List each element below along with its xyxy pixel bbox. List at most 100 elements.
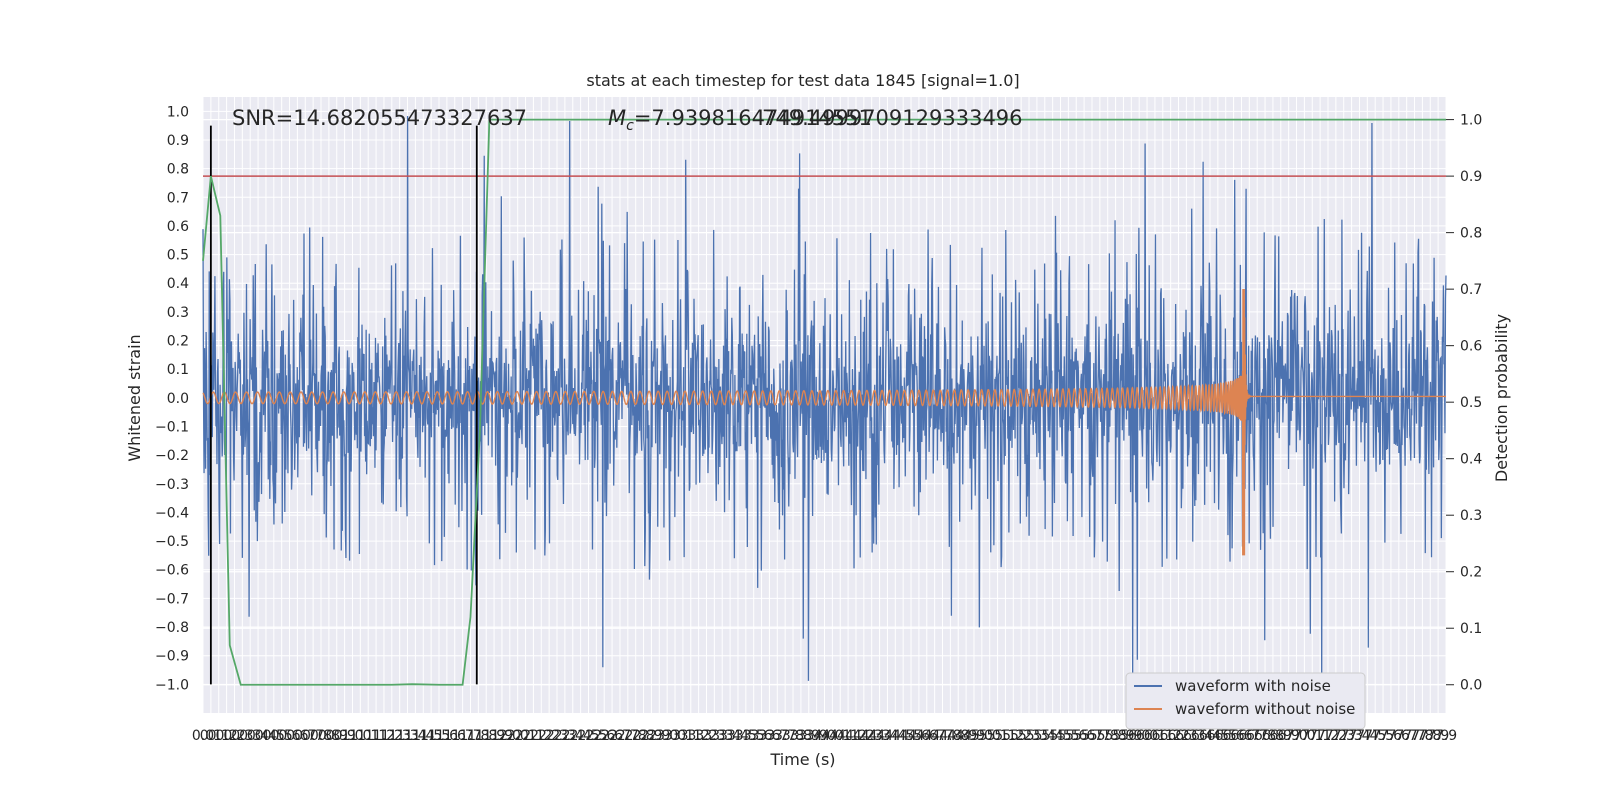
- x-tick-label: 6.2: [1167, 728, 1189, 744]
- y-tick-label: −0.1: [155, 419, 189, 435]
- x-tick-label: 2.2: [530, 728, 552, 744]
- x-tick-label: 3.7: [774, 728, 796, 744]
- x-tick-label: 2.2: [538, 728, 560, 744]
- mc-overlap-annotation: 749.4999709129333496: [762, 106, 1023, 130]
- x-tick-label: 0.7: [294, 728, 316, 744]
- x-tick-label: 6.7: [1238, 728, 1260, 744]
- x-tick-label: 5.9: [1120, 728, 1142, 744]
- x-tick-label: 0.7: [302, 728, 324, 744]
- y-tick-label: 0.3: [167, 305, 189, 321]
- x-tick-label: 5.1: [994, 728, 1016, 744]
- x-tick-label: 2.7: [617, 728, 639, 744]
- y-tick-label: −1.0: [155, 677, 189, 693]
- x-tick-label: 2.0: [499, 728, 521, 744]
- x-tick-label: 0.5: [271, 728, 293, 744]
- x-tick-label: 3.5: [743, 728, 765, 744]
- x-tick-label: 3.2: [687, 728, 709, 744]
- x-tick-label: 3.6: [758, 728, 780, 744]
- x-tick-label: 1.4: [412, 728, 434, 744]
- x-tick-label: 7.0: [1293, 728, 1315, 744]
- x-tick-label: 4.2: [845, 728, 867, 744]
- y-tick-label: −0.9: [155, 649, 189, 665]
- x-tick-label: 7.7: [1396, 728, 1418, 744]
- x-tick-label: 0.3: [231, 728, 253, 744]
- x-tick-label: 2.5: [577, 728, 599, 744]
- x-tick-label: 4.4: [884, 728, 906, 744]
- x-tick-label: 4.6: [908, 728, 930, 744]
- x-tick-label: 6.5: [1207, 728, 1229, 744]
- x-tick-label: 7.4: [1348, 728, 1370, 744]
- x-tick-label: 5.3: [1018, 728, 1040, 744]
- x-tick-label: 0.8: [310, 728, 332, 744]
- x-tick-label: 2.8: [625, 728, 647, 744]
- x-tick-label: 2.1: [522, 728, 544, 744]
- x-tick-label: 2.8: [632, 728, 654, 744]
- x-tick-label: 3.8: [782, 728, 804, 744]
- y-tick-label: −0.4: [155, 505, 189, 521]
- x-tick-label: 2.0: [507, 728, 529, 744]
- x-tick-label: 6.2: [1160, 728, 1182, 744]
- x-tick-label: 3.8: [790, 728, 812, 744]
- y-tick-label: 0.1: [167, 362, 189, 378]
- x-tick-label: 3.0: [656, 728, 678, 744]
- x-tick-label: 1.9: [491, 728, 513, 744]
- x-tick-label: 2.1: [514, 728, 536, 744]
- x-axis-label: Time (s): [769, 750, 835, 769]
- series-waveform-without-noise: [202, 288, 1446, 556]
- y-right-tick-label: 0.9: [1460, 169, 1482, 185]
- mc-annotation: Mc=7.939816474914551: [608, 106, 872, 134]
- x-tick-label: 7.9: [1427, 728, 1449, 744]
- y-tick-label: −0.5: [155, 534, 189, 550]
- x-tick-label: 4.0: [813, 728, 835, 744]
- snr-annotation: SNR=14.682055473327637: [232, 106, 527, 130]
- x-tick-label: 1.2: [373, 728, 395, 744]
- x-tick-label: 2.9: [648, 728, 670, 744]
- x-tick-label: 2.4: [569, 728, 591, 744]
- x-tick-label: 1.7: [459, 728, 481, 744]
- x-tick-label: 1.5: [428, 728, 450, 744]
- x-tick-label: 1.1: [365, 728, 387, 744]
- y-tick-label: 0.7: [167, 190, 189, 206]
- x-tick-label: 3.7: [766, 728, 788, 744]
- x-tick-label: 3.9: [798, 728, 820, 744]
- x-tick-label: 0.9: [333, 728, 355, 744]
- x-tick-label: 4.5: [900, 728, 922, 744]
- x-tick-label: 3.3: [703, 728, 725, 744]
- x-tick-label: 2.5: [585, 728, 607, 744]
- x-tick-label: 3.4: [727, 728, 749, 744]
- x-tick-label: 0.4: [247, 728, 269, 744]
- y-right-tick-label: 0.0: [1460, 678, 1482, 694]
- x-tick-label: 6.0: [1136, 728, 1158, 744]
- y-tick-label: 1.0: [167, 104, 189, 120]
- x-tick-label: 5.2: [1002, 728, 1024, 744]
- x-tick-label: 3.1: [680, 728, 702, 744]
- x-tick-label: 7.3: [1340, 728, 1362, 744]
- x-tick-label: 1.8: [467, 728, 489, 744]
- x-tick-label: 5.0: [971, 728, 993, 744]
- x-tick-label: 5.6: [1073, 728, 1095, 744]
- x-tick-label: 3.6: [750, 728, 772, 744]
- x-tick-label: 6.3: [1183, 728, 1205, 744]
- legend: waveform with noise waveform without noi…: [1125, 672, 1366, 730]
- mc-value: =7.939816474914551: [634, 106, 872, 130]
- x-tick-label: 1.1: [357, 728, 379, 744]
- y-right-tick-label: 0.2: [1460, 565, 1482, 581]
- x-tick-label: 6.0: [1128, 728, 1150, 744]
- x-tick-label: 5.3: [1026, 728, 1048, 744]
- x-tick-label: 6.7: [1246, 728, 1268, 744]
- mc-subscript: c: [626, 118, 634, 134]
- y-tick-label: 0.4: [167, 276, 189, 292]
- x-tick-label: 0.6: [286, 728, 308, 744]
- y-right-tick-label: 0.8: [1460, 226, 1482, 242]
- y-tick-label: −0.8: [155, 620, 189, 636]
- y-right-tick-label: 0.5: [1460, 395, 1482, 411]
- x-tick-label: 4.7: [924, 728, 946, 744]
- x-tick-label: 5.5: [1057, 728, 1079, 744]
- x-tick-label: 5.6: [1065, 728, 1087, 744]
- x-tick-label: 1.9: [483, 728, 505, 744]
- x-tick-label: 2.6: [601, 728, 623, 744]
- x-tick-label: 1.6: [436, 728, 458, 744]
- x-tick-label: 7.6: [1380, 728, 1402, 744]
- x-tick-label: 6.1: [1152, 728, 1174, 744]
